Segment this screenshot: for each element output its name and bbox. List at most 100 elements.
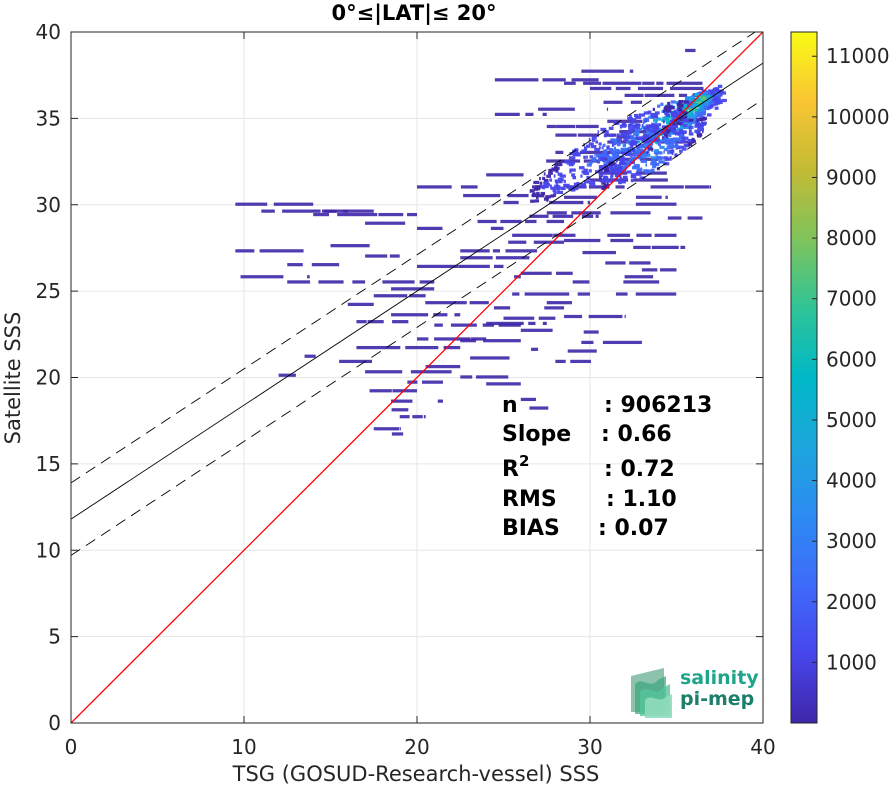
density-cell bbox=[677, 118, 680, 122]
density-cell bbox=[693, 104, 696, 108]
density-cell bbox=[634, 113, 639, 118]
density-cell bbox=[635, 136, 642, 140]
density-segment bbox=[556, 271, 573, 275]
density-cell bbox=[692, 108, 697, 112]
density-segment bbox=[684, 185, 710, 189]
density-cell bbox=[630, 157, 635, 161]
density-cell bbox=[587, 177, 590, 181]
density-cell bbox=[680, 125, 686, 129]
colorbar-ticks: 1000 2000 3000 4000 5000 6000 7000 8000 9000 1000… bbox=[812, 44, 890, 674]
density-cell bbox=[677, 127, 683, 131]
density-cell bbox=[591, 136, 597, 140]
density-segment bbox=[606, 107, 609, 111]
density-cell bbox=[637, 140, 641, 144]
density-cell bbox=[699, 96, 702, 100]
density-cell bbox=[613, 120, 616, 124]
density-cell bbox=[661, 139, 668, 143]
density-cell bbox=[553, 174, 556, 178]
density-segment bbox=[367, 320, 384, 324]
density-cell bbox=[595, 140, 598, 144]
density-cell bbox=[688, 110, 693, 114]
density-cell bbox=[667, 105, 674, 110]
x-tick-label: 40 bbox=[750, 735, 775, 759]
density-cell bbox=[588, 169, 592, 173]
density-cell bbox=[671, 146, 674, 150]
density-cell bbox=[622, 166, 627, 170]
density-cell bbox=[676, 121, 681, 125]
density-cell bbox=[647, 143, 650, 147]
density-cell bbox=[672, 124, 679, 129]
density-segment bbox=[503, 316, 535, 320]
density-cell bbox=[629, 144, 634, 149]
density-segment bbox=[590, 86, 612, 91]
density-segment bbox=[581, 340, 594, 345]
density-segment bbox=[477, 219, 497, 224]
logo-word-pimep: pi-mep bbox=[680, 688, 754, 710]
density-cell bbox=[679, 149, 683, 153]
density-segment bbox=[417, 185, 452, 189]
density-cell bbox=[643, 140, 647, 144]
density-cell bbox=[699, 127, 705, 132]
density-cell bbox=[628, 135, 635, 139]
density-segment bbox=[641, 268, 658, 272]
density-cell bbox=[703, 92, 708, 96]
density-cell bbox=[671, 111, 674, 115]
density-segment bbox=[680, 245, 686, 250]
density-segment bbox=[575, 124, 599, 129]
density-cell bbox=[613, 153, 620, 157]
density-segment bbox=[659, 268, 677, 272]
density-segment bbox=[365, 221, 406, 225]
density-cell bbox=[710, 91, 716, 95]
density-cell bbox=[683, 125, 689, 129]
density-segment bbox=[542, 321, 547, 326]
density-cell bbox=[683, 138, 685, 142]
density-segment bbox=[356, 345, 401, 350]
density-cell bbox=[663, 150, 665, 154]
density-cell bbox=[670, 129, 676, 133]
density-segment bbox=[508, 240, 527, 244]
density-cell bbox=[600, 127, 607, 132]
density-cell bbox=[630, 175, 637, 179]
density-cell bbox=[676, 102, 682, 107]
density-segment bbox=[630, 100, 642, 104]
density-cell bbox=[597, 130, 600, 134]
density-cell bbox=[532, 185, 535, 189]
density-cell bbox=[573, 152, 578, 156]
density-cell bbox=[628, 123, 633, 127]
density-segment bbox=[607, 119, 643, 123]
density-cell bbox=[650, 156, 657, 160]
density-segment bbox=[525, 112, 534, 116]
density-cell bbox=[658, 123, 662, 127]
density-cell bbox=[553, 187, 561, 191]
density-segment bbox=[392, 389, 417, 393]
density-segment bbox=[564, 314, 583, 319]
density-cell bbox=[591, 157, 597, 162]
density-segment bbox=[635, 195, 662, 199]
density-cell bbox=[598, 173, 604, 177]
density-cell bbox=[652, 125, 655, 130]
density-cell bbox=[696, 118, 699, 122]
density-cell bbox=[564, 183, 570, 187]
density-cell bbox=[721, 98, 727, 103]
density-segment bbox=[494, 78, 539, 82]
density-cell bbox=[657, 151, 663, 155]
colorbar-tick-label: 1000 bbox=[826, 650, 877, 674]
density-cell bbox=[656, 141, 659, 145]
density-cell bbox=[624, 163, 629, 168]
density-cell bbox=[696, 133, 703, 137]
density-segment bbox=[471, 337, 487, 341]
density-cell bbox=[669, 119, 674, 124]
density-segment bbox=[546, 301, 572, 305]
density-cell bbox=[637, 167, 640, 171]
density-cell bbox=[696, 123, 704, 127]
density-cell bbox=[616, 133, 620, 137]
density-cell bbox=[545, 184, 549, 189]
density-segment bbox=[583, 81, 602, 85]
density-cell bbox=[678, 138, 681, 142]
density-cell bbox=[573, 149, 579, 153]
density-segment bbox=[318, 280, 344, 284]
density-cell bbox=[595, 153, 602, 158]
density-cell bbox=[678, 107, 683, 112]
density-cell bbox=[553, 193, 557, 197]
density-cell bbox=[689, 96, 693, 101]
